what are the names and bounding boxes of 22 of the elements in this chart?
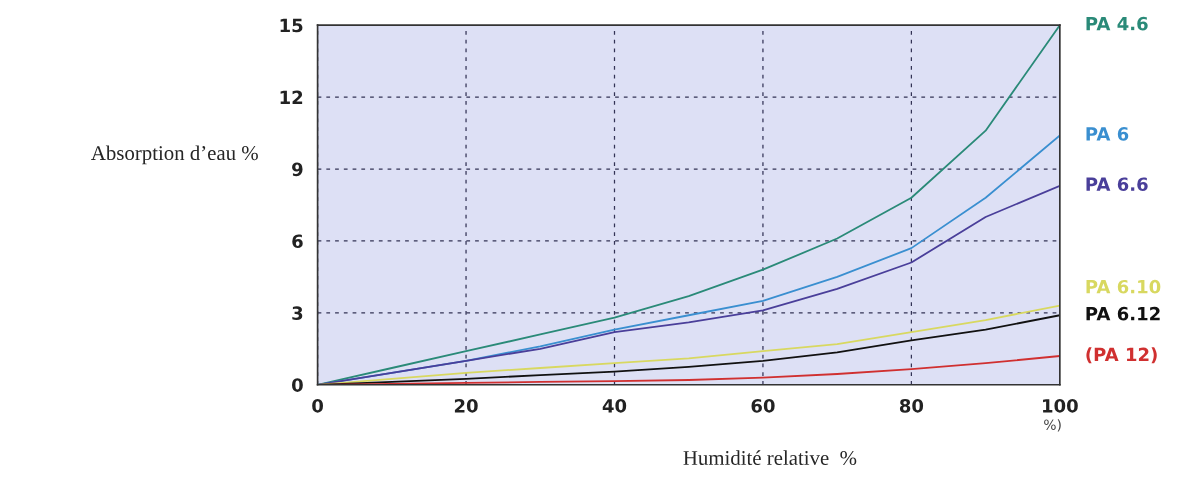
y-tick-label: 6 [292, 234, 303, 249]
x-tick-label: 60 [751, 398, 775, 413]
series-label: PA 6 [1086, 127, 1129, 141]
x-tick-label: 0 [312, 398, 324, 413]
y-tick-label: 0 [292, 378, 303, 392]
series-label: PA 6.10 [1086, 279, 1161, 294]
series-label: PA 6.12 [1086, 306, 1160, 321]
y-tick-label: 12 [280, 90, 303, 104]
y-axis-title: Absorption d’eau % [91, 145, 258, 165]
x-tick-label: 80 [899, 398, 924, 413]
series-label: PA 4.6 [1086, 16, 1148, 31]
text: %) [1044, 419, 1061, 432]
x-tick-label: 100 [1043, 398, 1078, 413]
line-series [317, 25, 1060, 385]
y-tick-label: 15 [280, 18, 303, 33]
y-tick-label: 3 [292, 306, 303, 320]
x-tick-label: 20 [454, 398, 478, 413]
x-tick-label: 40 [602, 398, 627, 413]
series-label: PA 6.6 [1086, 177, 1148, 192]
x-axis-title: Humidité relative % [683, 450, 857, 466]
series-label: (PA 12) [1086, 347, 1157, 364]
y-tick-label: 9 [292, 162, 303, 177]
